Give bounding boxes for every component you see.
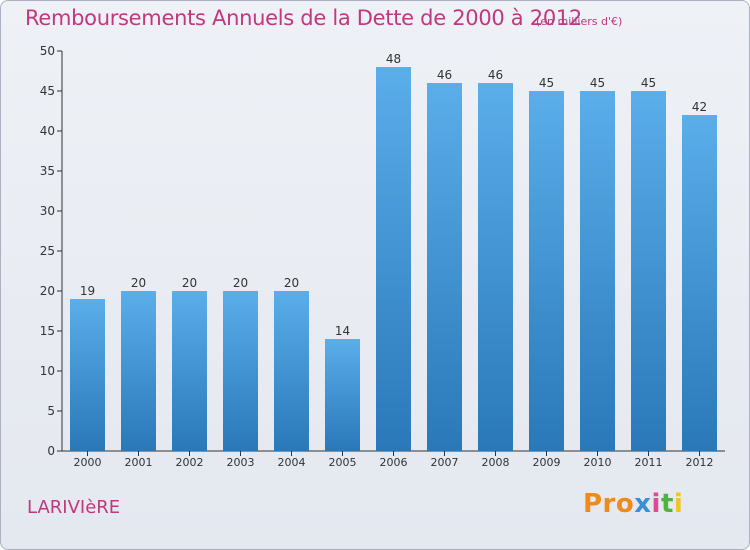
data-label: 45 [590,76,605,90]
bar [478,83,513,451]
y-tick-label: 0 [47,444,55,458]
chart-title: Remboursements Annuels de la Dette de 20… [25,6,582,30]
data-label: 42 [692,100,707,114]
x-tick-label: 2007 [431,456,459,469]
data-label: 48 [386,52,401,66]
y-tick-label: 35 [40,164,55,178]
bar [427,83,462,451]
y-tick-label: 25 [40,244,55,258]
bar [682,115,717,451]
x-tick-label: 2002 [176,456,204,469]
x-tick-label: 2001 [125,456,153,469]
chart-unit: (en milliers d'€) [536,15,623,28]
data-label: 45 [641,76,656,90]
x-tick-label: 2000 [74,456,102,469]
logo-part: i [651,489,661,519]
y-tick-label: 10 [40,364,55,378]
bar [325,339,360,451]
logo-part: x [634,489,652,519]
logo-part: t [660,489,674,519]
y-tick-label: 5 [47,404,55,418]
x-tick-label: 2011 [635,456,663,469]
data-label: 46 [488,68,503,82]
y-tick-label: 40 [40,124,55,138]
bar [70,299,105,451]
y-tick-label: 20 [40,284,55,298]
logo-part: i [673,489,684,519]
bar [172,291,207,451]
x-tick-label: 2008 [482,456,510,469]
x-tick-label: 2003 [227,456,255,469]
data-label: 20 [284,276,299,290]
chart-bars: 19 20 20 20 20 14 48 46 46 45 45 45 42 [70,52,717,451]
y-tick-label: 45 [40,84,55,98]
x-tick-label: 2004 [278,456,306,469]
x-tick-label: 2005 [329,456,357,469]
bar [631,91,666,451]
data-label: 14 [335,324,350,338]
x-tick-label: 2012 [686,456,714,469]
logo-part: Pro [583,489,635,519]
commune-name: LARIVIèRE [27,497,121,518]
x-tick-label: 2009 [533,456,561,469]
data-label: 20 [233,276,248,290]
bar [223,291,258,451]
data-label: 46 [437,68,452,82]
bar [121,291,156,451]
bar [274,291,309,451]
x-tick-label: 2006 [380,456,408,469]
bar [376,67,411,451]
data-label: 45 [539,76,554,90]
data-label: 19 [80,284,95,298]
y-tick-label: 30 [40,204,55,218]
x-tick-label: 2010 [584,456,612,469]
bar [529,91,564,451]
proxiti-logo: Proxiti [583,489,683,519]
data-label: 20 [131,276,146,290]
data-label: 20 [182,276,197,290]
bar [580,91,615,451]
y-tick-label: 50 [40,44,55,58]
y-tick-label: 15 [40,324,55,338]
